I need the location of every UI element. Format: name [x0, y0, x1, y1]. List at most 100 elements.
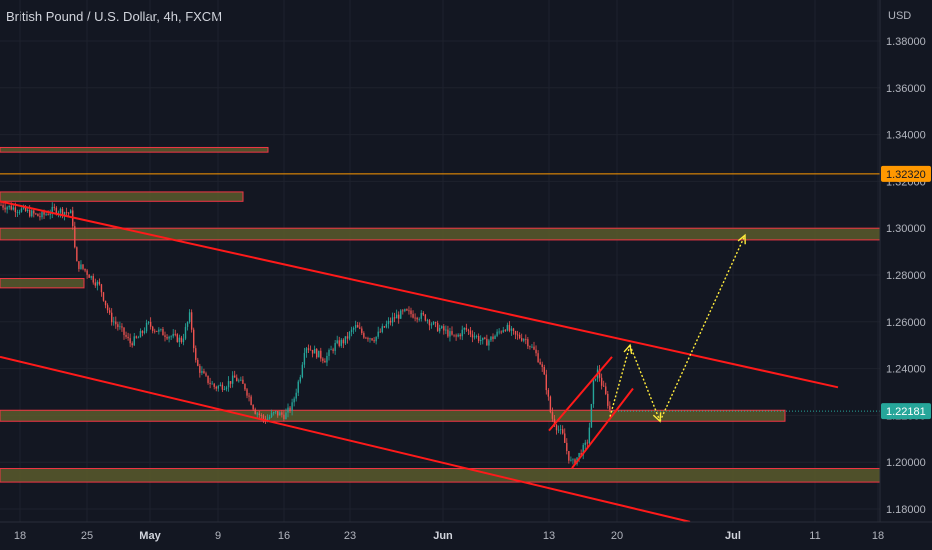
candle-body [482, 337, 484, 341]
candle-body [559, 429, 562, 431]
candle-body [510, 328, 513, 331]
candle-body [508, 324, 511, 331]
candle-body [439, 328, 441, 332]
candle-body [414, 317, 416, 319]
candle-body [609, 405, 611, 410]
trend-line [0, 200, 839, 389]
candle-body [379, 331, 381, 333]
candle-body [469, 330, 472, 335]
candle-body [377, 331, 379, 337]
candle-body [162, 329, 164, 336]
candle-body [88, 274, 90, 278]
candle-body [193, 329, 195, 349]
candle-body [432, 322, 435, 325]
candle-body [55, 207, 58, 214]
candle-body [527, 339, 529, 347]
candle-body [250, 396, 252, 405]
candle-body [543, 367, 545, 375]
candle-body [424, 314, 427, 321]
candle-body [514, 331, 517, 335]
candle-body [463, 327, 465, 330]
candle-body [2, 205, 4, 208]
candle-body [33, 210, 35, 214]
x-tick-label: Jul [725, 530, 741, 542]
candle-body [518, 334, 521, 339]
candle-body [451, 331, 453, 335]
candle-body [529, 346, 531, 348]
candle-body [180, 337, 183, 343]
candle-body [590, 403, 593, 428]
candle-body [406, 309, 408, 311]
candle-body [51, 206, 53, 214]
x-tick-label: 16 [278, 530, 290, 542]
candle-body [537, 353, 539, 363]
candle-body [203, 371, 205, 374]
sr-zone [0, 191, 244, 202]
candle-body [106, 305, 109, 311]
candle-body [324, 360, 326, 363]
candle-body [494, 335, 496, 339]
candle-body [445, 329, 447, 331]
candle-body [86, 270, 88, 275]
candle-body [354, 325, 357, 328]
candle-body [182, 338, 185, 343]
candle-body [61, 208, 64, 216]
candle-body [246, 389, 248, 396]
candle-body [221, 384, 224, 390]
candle-body [160, 329, 162, 330]
candle-body [516, 334, 519, 336]
candle-body [557, 429, 560, 431]
candle-body [447, 329, 449, 337]
candle-body [20, 208, 23, 212]
candle-body [4, 207, 6, 210]
x-tick-label: 20 [611, 530, 623, 542]
candle-body [24, 206, 27, 212]
candle-body [303, 352, 306, 365]
candle-body [467, 329, 470, 331]
candle-body [521, 338, 523, 341]
candle-body [418, 318, 420, 320]
candle-body [37, 213, 39, 217]
candle-body [523, 339, 525, 341]
candle-body [500, 331, 502, 333]
candle-body [488, 340, 490, 346]
candle-body [600, 377, 603, 386]
candle-body [139, 331, 142, 338]
candle-body [562, 429, 564, 434]
candle-body [578, 452, 580, 458]
candle-body [443, 326, 445, 331]
candle-body [486, 338, 488, 346]
candle-body [102, 292, 105, 301]
candle-body [490, 336, 492, 341]
candle-body [279, 412, 281, 416]
chart-title: British Pound / U.S. Dollar, 4h, FXCM [6, 9, 223, 24]
candle-body [316, 348, 318, 358]
candle-body [205, 373, 207, 376]
candle-body [342, 339, 345, 344]
candle-body [287, 407, 289, 413]
candle-body [586, 442, 588, 444]
candle-body [121, 326, 123, 328]
candle-body [574, 459, 576, 464]
candle-body [531, 346, 533, 348]
candle-body [242, 379, 244, 384]
arrow-head [737, 233, 746, 245]
candle-body [195, 348, 197, 360]
candle-body [117, 324, 119, 327]
candle-body [283, 414, 285, 420]
candle-body [31, 210, 33, 217]
currency-label: USD [888, 10, 911, 22]
candle-body [275, 411, 277, 413]
candle-body [92, 276, 94, 283]
x-tick-label: 18 [14, 530, 26, 542]
candle-body [326, 355, 328, 363]
candle-body [352, 327, 355, 330]
candle-body [29, 209, 31, 217]
candle-body [293, 398, 295, 403]
candle-body [436, 322, 439, 332]
candle-body [8, 205, 10, 208]
x-tick-label: 18 [872, 530, 884, 542]
candle-body [96, 281, 99, 286]
candle-body [588, 427, 591, 444]
